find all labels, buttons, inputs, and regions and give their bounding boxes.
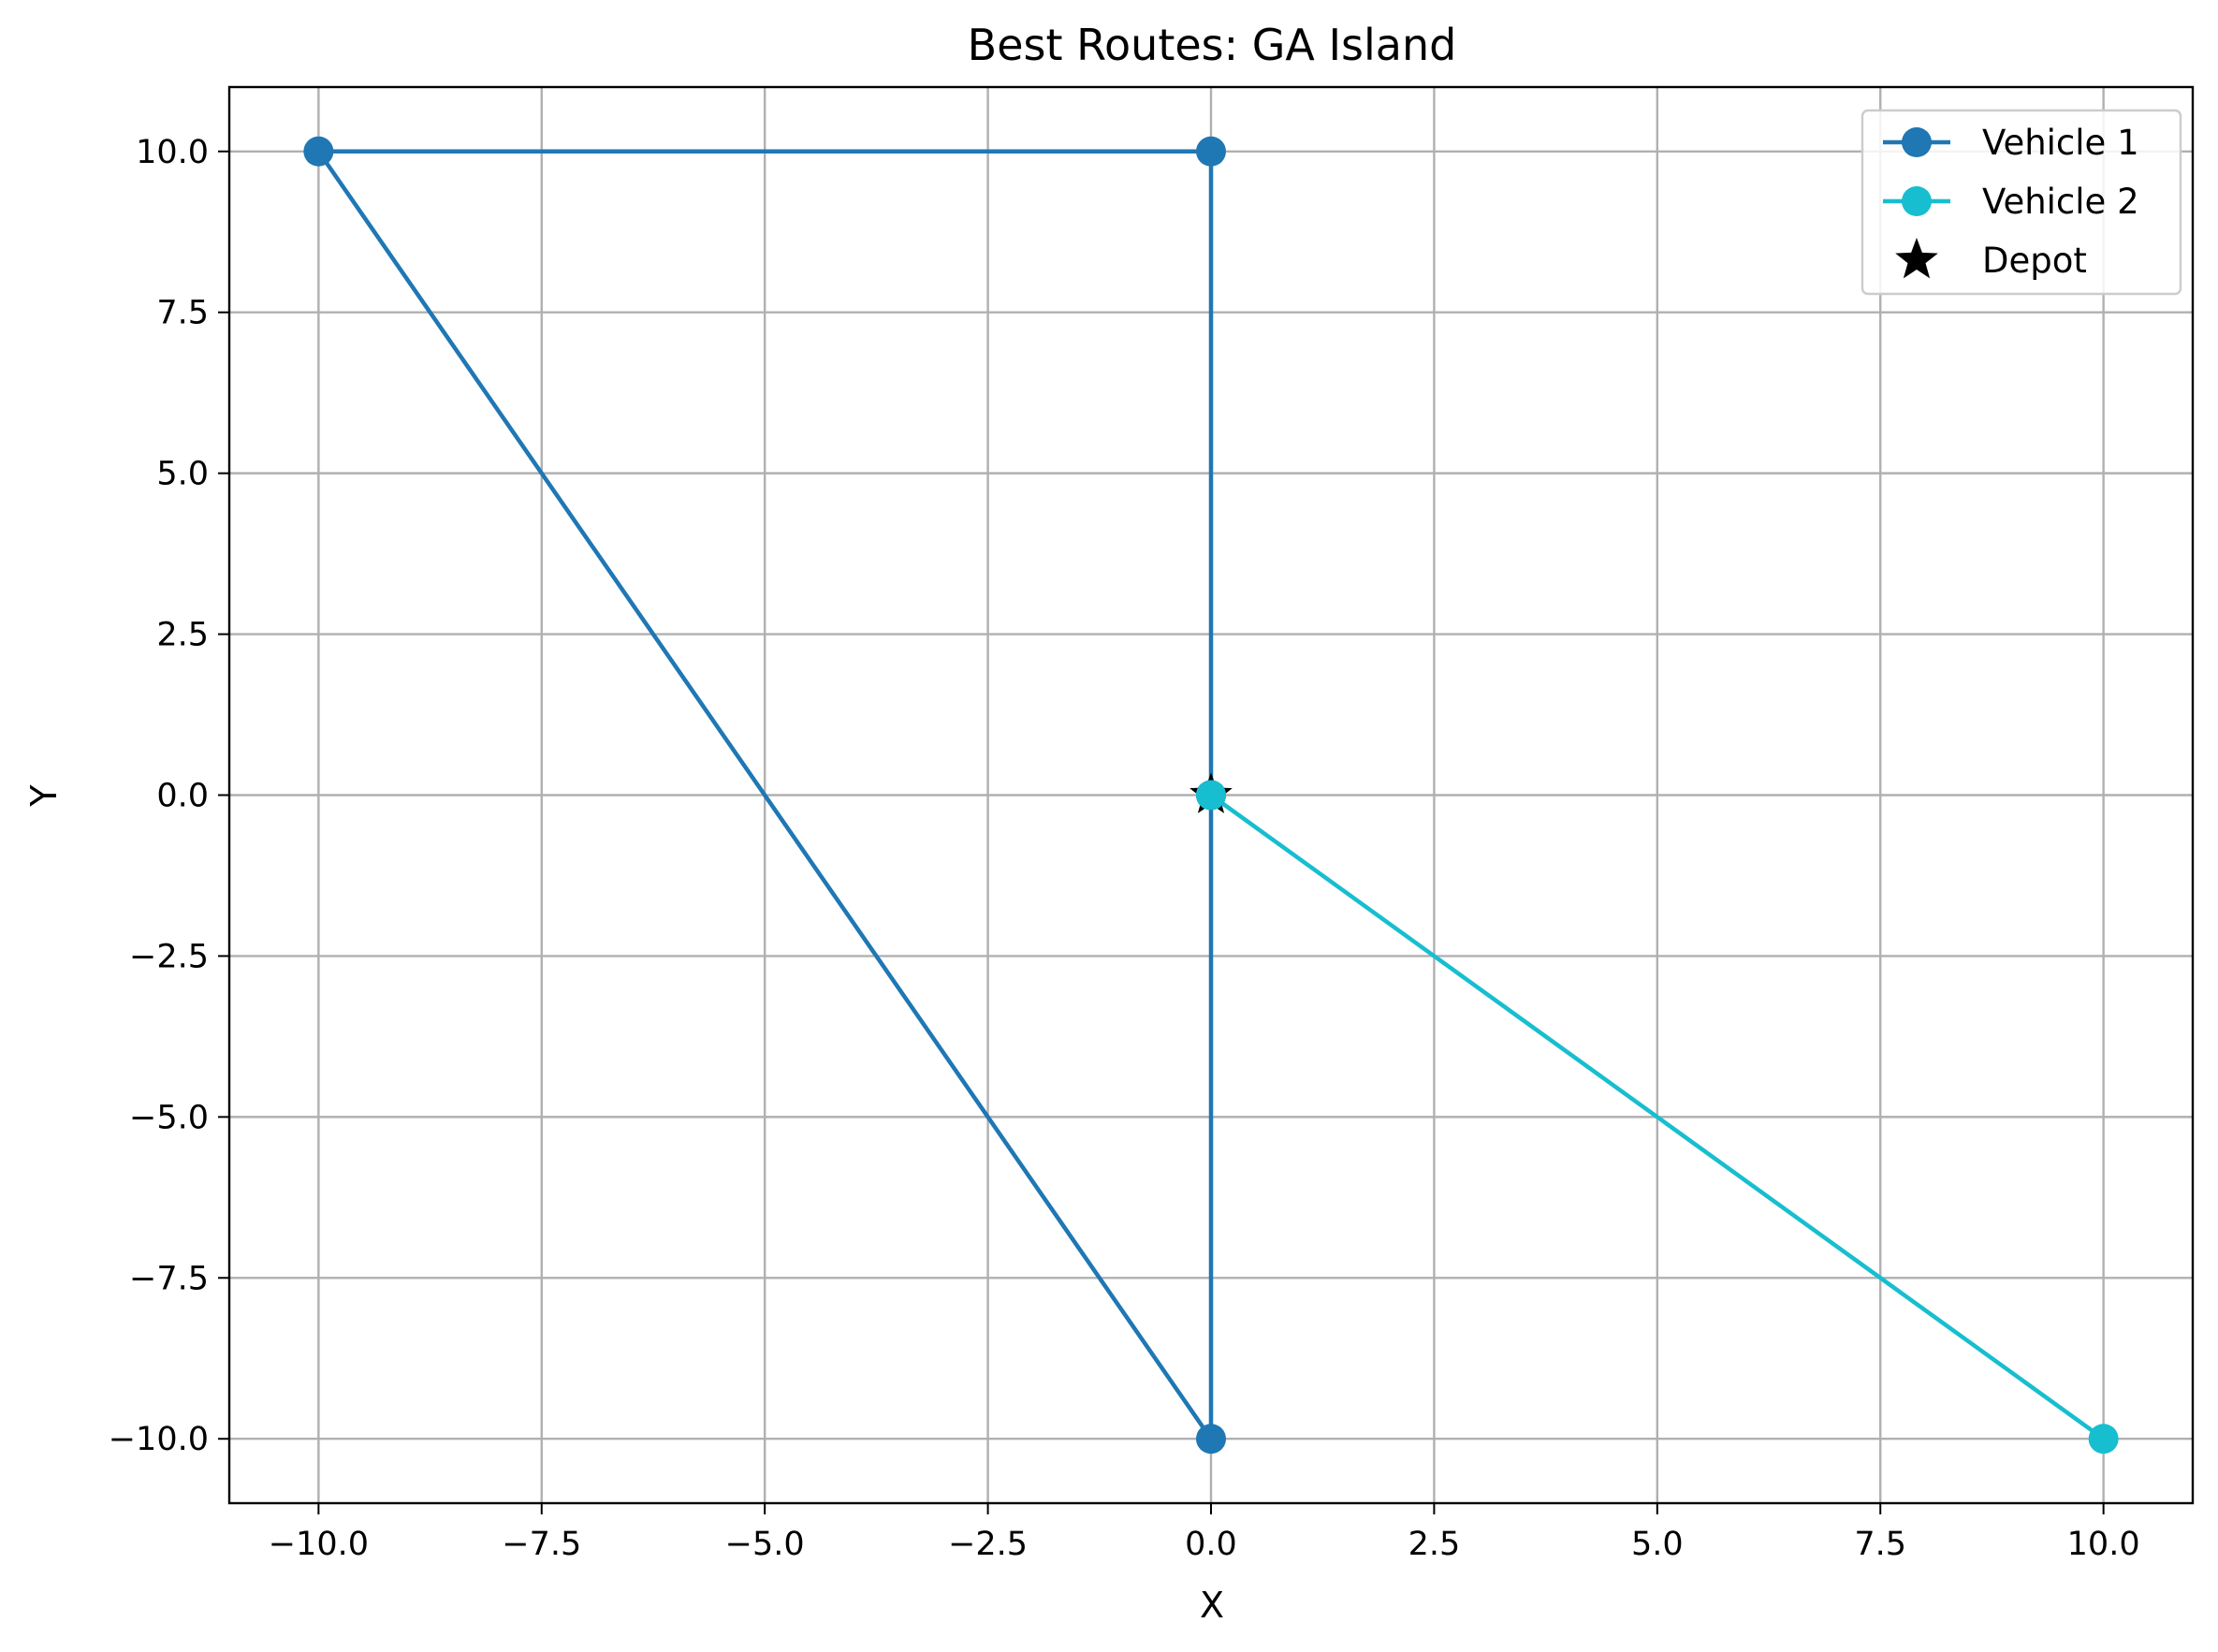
x-tick-label: 7.5 <box>1854 1526 1906 1563</box>
series-line <box>1209 793 2105 1441</box>
legend-item: Vehicle 1 <box>1883 123 2139 163</box>
y-axis-label: Y <box>23 784 65 808</box>
y-tick-label: −10.0 <box>109 1421 209 1458</box>
ticks: −10.0 −7.5 −5.0 −2.5 0.0 2.5 5.0 7.5 10.0 −10.0 −7… <box>109 134 2140 1563</box>
x-axis-label: X <box>1200 1585 1224 1626</box>
data-point <box>2088 1424 2119 1455</box>
y-tick-label: 10.0 <box>136 134 209 171</box>
y-tick-label: 5.0 <box>156 456 209 493</box>
legend-label: Depot <box>1982 241 2087 281</box>
chart-title: Best Routes: GA Island <box>968 20 1457 70</box>
y-tick-label: 7.5 <box>156 295 209 332</box>
x-tick-label: −5.0 <box>725 1526 805 1563</box>
series-2-markers <box>1196 780 2119 1455</box>
legend-box <box>1860 109 2182 296</box>
data-point <box>1196 136 1226 167</box>
y-tick-label: 0.0 <box>156 778 209 815</box>
y-tick-label: −5.0 <box>129 1099 209 1136</box>
x-tick-label: −7.5 <box>502 1526 581 1563</box>
legend-item: Depot <box>1895 238 2087 281</box>
x-tick-label: −2.5 <box>948 1526 1028 1563</box>
y-tick-label: 2.5 <box>156 617 209 654</box>
legend-star-swatch <box>1895 238 1938 279</box>
x-tick-label: 5.0 <box>1631 1526 1684 1563</box>
series-layer <box>303 136 2119 1455</box>
x-tick-label: 2.5 <box>1408 1526 1461 1563</box>
x-tick-label: 10.0 <box>2067 1526 2140 1563</box>
legend-marker-swatch <box>1902 127 1932 157</box>
series-2 <box>1209 793 2105 1441</box>
data-point <box>1196 780 1226 811</box>
legend: Vehicle 1 Vehicle 2 Depot <box>1860 109 2182 296</box>
legend-label: Vehicle 2 <box>1982 182 2139 222</box>
data-point <box>1196 1424 1226 1455</box>
y-tick-label: −2.5 <box>129 938 209 975</box>
legend-label: Vehicle 1 <box>1982 123 2139 163</box>
legend-marker-swatch <box>1902 186 1932 216</box>
x-tick-label: −10.0 <box>269 1526 369 1563</box>
y-tick-label: −7.5 <box>129 1260 209 1297</box>
legend-item: Vehicle 2 <box>1883 182 2139 222</box>
x-tick-label: 0.0 <box>1185 1526 1237 1563</box>
data-point <box>303 136 334 167</box>
